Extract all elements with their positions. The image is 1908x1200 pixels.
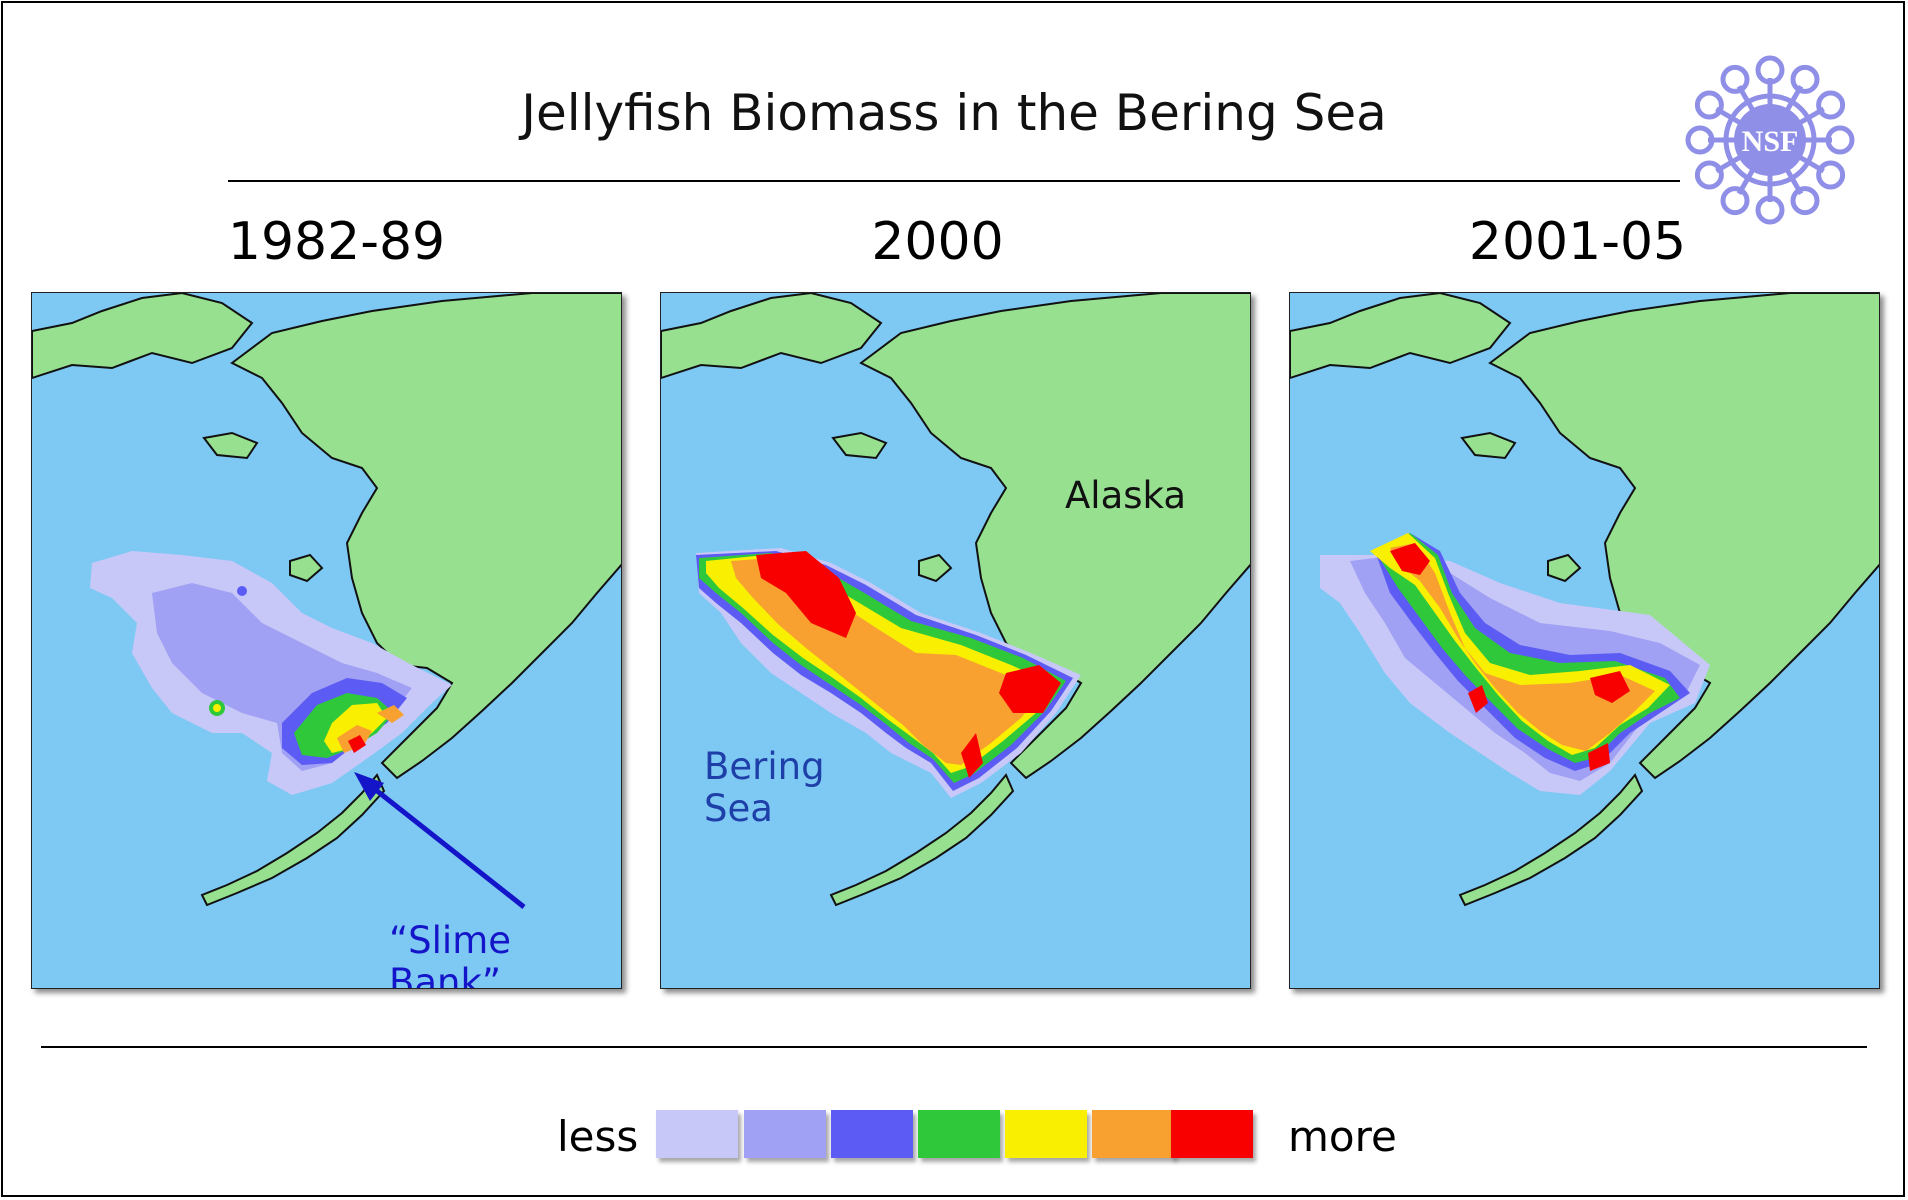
alaska-label: Alaska [1065,474,1186,517]
svg-text:NSF: NSF [1742,125,1799,158]
bering-sea-label-line2: Sea [704,787,773,830]
map-panel-1982-89: “Slime Bank” [31,292,622,989]
nsf-logo: NSF [1685,55,1855,225]
biomass-2000 [696,548,1081,798]
land [32,293,621,907]
legend-swatch-7 [1171,1110,1253,1158]
map-2001-05 [1290,293,1879,907]
panel-title-2000: 2000 [871,212,1004,272]
legend-rule [41,1046,1867,1048]
figure-title: Jellyfish Biomass in the Bering Sea [521,84,1387,142]
legend-swatch-2 [744,1110,826,1158]
legend-more-label: more [1288,1112,1397,1161]
legend-swatch-1 [656,1110,738,1158]
biomass-1982-89 [90,551,452,795]
legend-swatch-5 [1005,1110,1087,1158]
legend-swatch-6 [1092,1110,1174,1158]
legend-swatch-4 [918,1110,1000,1158]
legend-swatch-3 [831,1110,913,1158]
biomass-2001-05 [1320,533,1710,795]
map-panel-2000: Alaska Bering Sea [660,292,1251,989]
map-2000 [661,293,1250,907]
legend-less-label: less [557,1112,639,1161]
panel-title-2001-05: 2001-05 [1468,212,1687,272]
slime-bank-label: “Slime Bank” [389,919,512,989]
title-rule [228,180,1680,182]
land [1290,293,1879,907]
map-panel-2001-05 [1289,292,1880,989]
land [661,293,1250,907]
panel-title-1982-89: 1982-89 [227,212,446,272]
bering-sea-label-line1: Bering [704,745,825,788]
slime-bank-arrow [354,772,526,909]
map-1982-89 [32,293,621,909]
